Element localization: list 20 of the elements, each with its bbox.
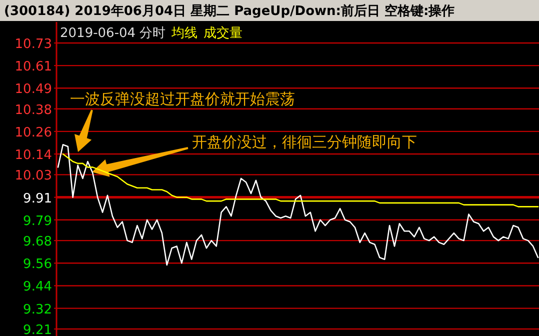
y-tick-label: 9.44 [23,280,52,295]
y-tick-label: 9.79 [23,214,52,229]
y-tick-label: 10.14 [14,148,52,164]
y-tick-label: 9.56 [23,257,52,272]
y-tick-label: 10.73 [14,37,52,52]
y-tick-label: 10.49 [14,82,52,98]
text: 均线 [170,26,198,41]
y-tick-label: 9.21 [23,323,52,336]
y-tick-label: 10.38 [14,102,52,118]
y-tick-label: 10.26 [14,125,52,140]
y-tick-label: 9.68 [23,234,52,250]
annotation: 开盘价没过，徘徊三分钟随即向下 [192,133,417,151]
y-tick-label: 10.03 [14,168,52,184]
text: 成交量 [204,25,243,41]
y-tick-label: 9.91 [23,191,52,206]
y-tick-label: 10.61 [14,60,52,75]
chart-subtitle: 2019-06-04 分时 [60,26,166,41]
chart-title: (300184) 2019年06月04日 星期二 PageUp/Down:前后日 空格键:操作 [4,3,455,19]
y-tick-label: 9.32 [23,302,52,318]
annotation: 一波反弹没超过开盘价就开始震荡 [70,90,295,108]
